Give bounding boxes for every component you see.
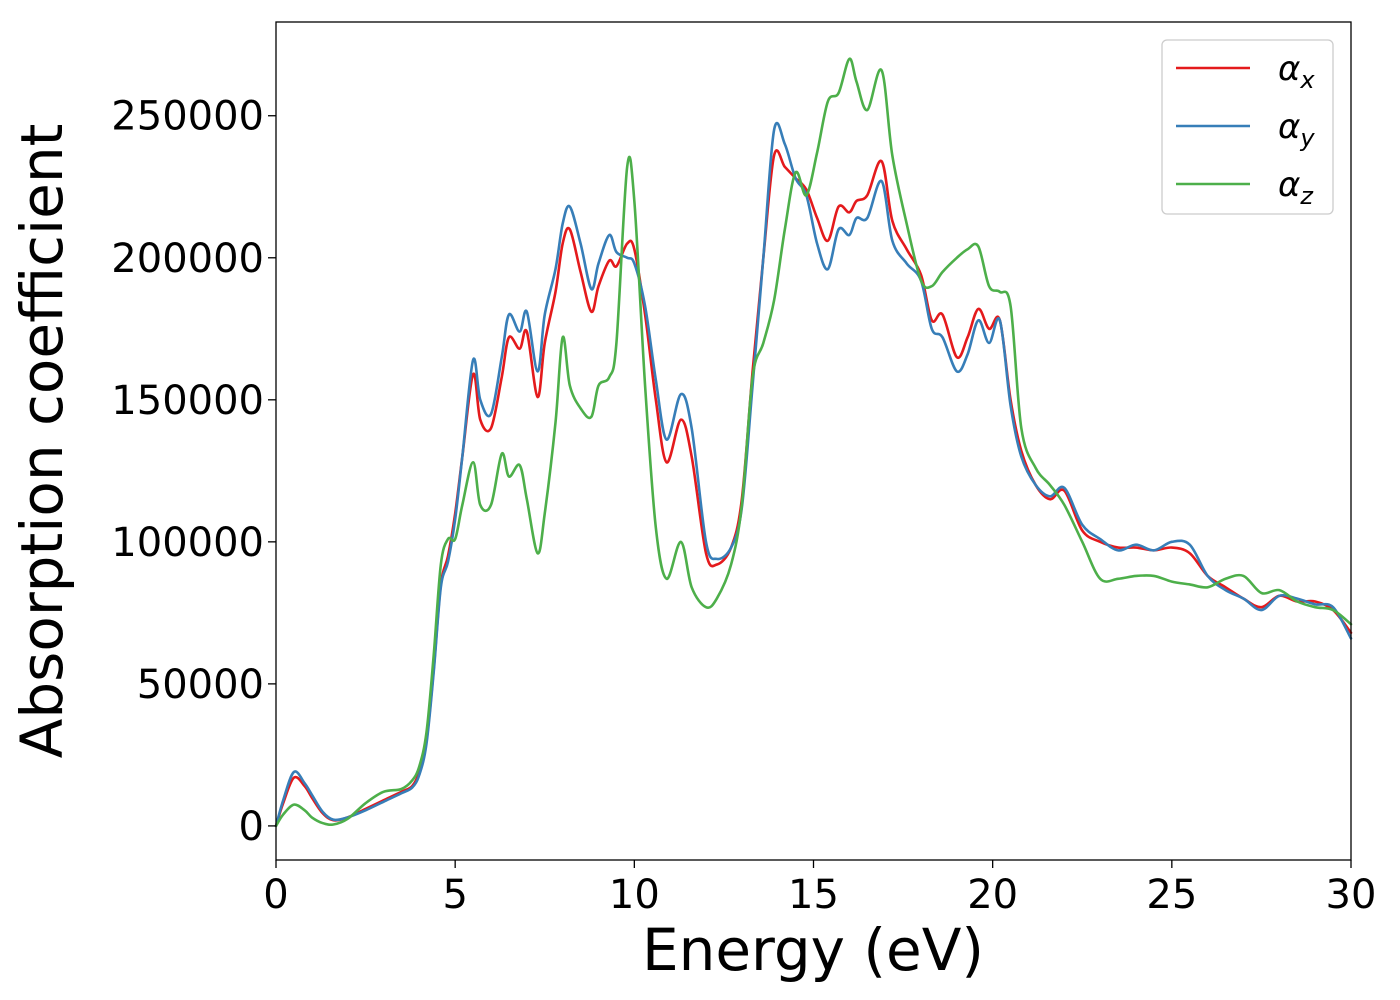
- legend-subscript: y: [1299, 124, 1315, 152]
- y-axis-ticks: 0 50000 100000 150000 200000 250000: [111, 94, 276, 850]
- y-tick-label: 0: [239, 804, 264, 850]
- plot-lines: [274, 57, 1353, 828]
- y-tick-label: 50000: [137, 662, 264, 708]
- y-tick-label: 150000: [111, 378, 264, 424]
- y-axis-title: Absorption coefficient: [8, 124, 76, 759]
- x-tick-label: 15: [788, 872, 839, 918]
- series-line-z: [274, 57, 1353, 828]
- x-tick-label: 5: [442, 872, 467, 918]
- series-line-y: [274, 121, 1353, 828]
- y-tick-label: 100000: [111, 520, 264, 566]
- legend-subscript: z: [1299, 182, 1314, 210]
- x-axis-ticks: 0 5 10 15 20 25 30: [263, 860, 1376, 918]
- y-tick-label: 200000: [111, 236, 264, 282]
- x-tick-label: 25: [1146, 872, 1197, 918]
- x-axis-title: Energy (eV): [642, 916, 984, 984]
- x-tick-label: 30: [1326, 872, 1377, 918]
- x-tick-label: 20: [967, 872, 1018, 918]
- legend-subscript: x: [1299, 66, 1315, 94]
- x-tick-label: 10: [609, 872, 660, 918]
- x-tick-label: 0: [263, 872, 288, 918]
- y-tick-label: 250000: [111, 94, 264, 140]
